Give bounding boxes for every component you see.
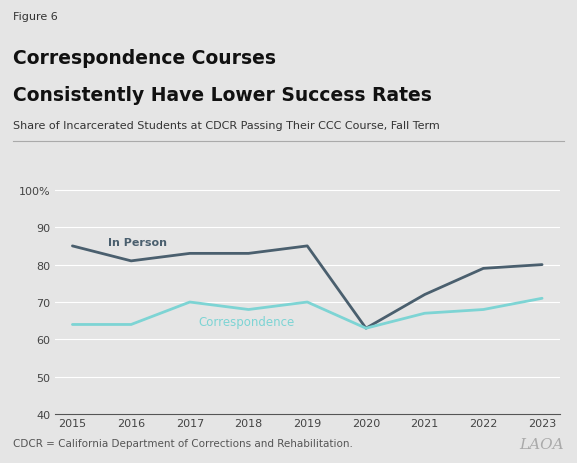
Text: Share of Incarcerated Students at CDCR Passing Their CCC Course, Fall Term: Share of Incarcerated Students at CDCR P…: [13, 120, 440, 131]
Text: In Person: In Person: [108, 237, 167, 247]
Text: CDCR = California Department of Corrections and Rehabilitation.: CDCR = California Department of Correcti…: [13, 438, 353, 448]
Text: Correspondence Courses: Correspondence Courses: [13, 49, 276, 68]
Text: Consistently Have Lower Success Rates: Consistently Have Lower Success Rates: [13, 86, 432, 105]
Text: Figure 6: Figure 6: [13, 12, 58, 22]
Text: LAOA: LAOA: [520, 438, 564, 451]
Text: Correspondence: Correspondence: [198, 315, 295, 328]
